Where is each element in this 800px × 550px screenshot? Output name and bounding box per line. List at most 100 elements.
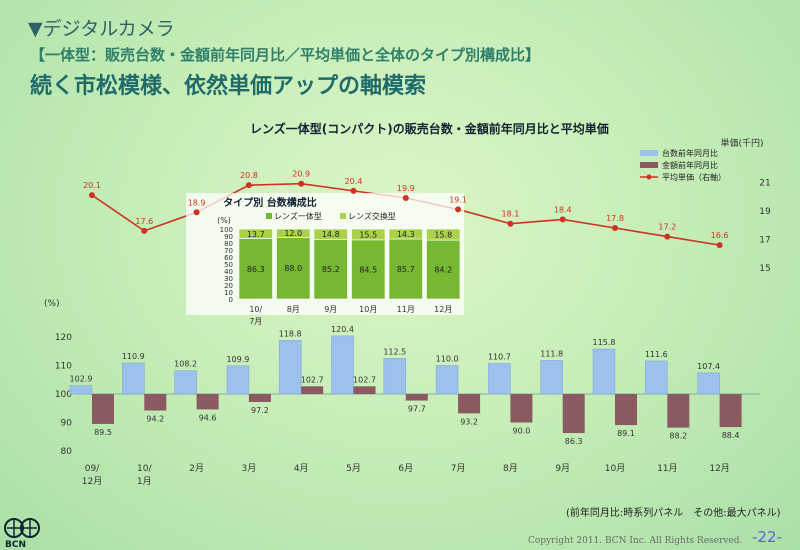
value-yoy-label: 102.7: [353, 375, 376, 384]
units-yoy-label: 107.4: [697, 362, 720, 371]
price-marker: [664, 233, 671, 240]
interchangeable-share-label: 15.8: [434, 231, 452, 240]
value-yoy-label: 94.2: [146, 415, 164, 424]
price-tick-label: 19: [759, 207, 771, 217]
legend-compact-swatch: [266, 213, 272, 219]
headline: 続く市松模様、依然単価アップの軸模索: [30, 74, 427, 99]
composition-x-label: 8月: [287, 305, 300, 314]
x-axis-label: 12月: [709, 463, 729, 474]
x-axis-label: 5月: [346, 463, 361, 474]
price-label: 17.2: [658, 223, 676, 232]
interchangeable-share-label: 13.7: [247, 230, 265, 239]
x-axis-label: 12月: [82, 476, 102, 487]
composition-y-tick: 20: [224, 282, 233, 290]
value-yoy-label: 89.1: [617, 429, 635, 438]
units-yoy-bar: [488, 363, 511, 395]
value-yoy-label: 89.5: [94, 428, 112, 437]
logo-text: BCN: [5, 540, 26, 550]
interchangeable-share-bar: [426, 228, 461, 241]
units-yoy-label: 118.8: [279, 329, 302, 338]
value-yoy-label: 94.6: [199, 413, 217, 422]
value-yoy-bar: [458, 394, 481, 414]
composition-y-tick: 50: [224, 261, 233, 269]
value-yoy-bar: [562, 394, 585, 434]
value-yoy-bar: [510, 394, 533, 423]
composition-y-tick: 60: [224, 254, 233, 262]
composition-x-label: 11月: [397, 305, 415, 314]
x-axis-label: 4月: [294, 463, 309, 474]
interchangeable-share-label: 14.3: [397, 230, 415, 239]
units-yoy-label: 108.2: [174, 360, 197, 369]
units-yoy-bar: [540, 360, 563, 395]
main-y-tick-label: 90: [61, 419, 73, 429]
legend-price-marker: [646, 174, 652, 180]
price-label: 19.9: [397, 184, 415, 193]
interchangeable-share-bar: [276, 228, 311, 238]
legend-price-label: 平均単価（右軸）: [662, 172, 726, 182]
value-yoy-label: 97.2: [251, 406, 269, 415]
price-label: 20.1: [83, 181, 101, 190]
main-y-tick-label: 110: [55, 362, 72, 372]
value-yoy-bar: [92, 394, 114, 424]
price-tick-label: 15: [759, 264, 770, 274]
value-yoy-bar: [615, 394, 637, 426]
legend-value-swatch: [640, 162, 658, 168]
legend-interchangeable-swatch: [340, 213, 346, 219]
price-label: 20.4: [345, 177, 363, 186]
units-yoy-label: 111.6: [645, 350, 668, 359]
section-title: ▼デジタルカメラ: [28, 18, 175, 40]
main-y-axis-label: (%): [44, 299, 60, 309]
interchangeable-share-bar: [351, 228, 386, 241]
composition-y-tick: 80: [224, 240, 233, 248]
composition-title: タイプ別 台数構成比: [223, 196, 316, 209]
legend-units-label: 台数前年同月比: [662, 148, 718, 158]
value-yoy-label: 93.2: [460, 417, 478, 426]
price-label: 17.6: [135, 217, 153, 226]
chart-title: レンズ一体型(コンパクト)の販売台数・金額前年同月比と平均単価: [250, 122, 609, 136]
value-yoy-label: 86.3: [565, 437, 583, 446]
price-marker: [455, 206, 462, 213]
value-yoy-bar: [719, 394, 742, 428]
value-yoy-bar: [196, 394, 219, 410]
units-yoy-bar: [69, 385, 93, 395]
price-marker: [716, 242, 723, 249]
value-yoy-bar: [144, 394, 167, 411]
price-tick-label: 21: [759, 178, 770, 188]
value-yoy-label: 90.0: [512, 427, 530, 436]
price-label: 17.8: [606, 214, 624, 223]
value-yoy-bar: [667, 394, 690, 428]
price-marker: [298, 180, 305, 187]
units-yoy-label: 120.4: [331, 325, 354, 334]
footnote: (前年同月比:時系列パネル その他:最大パネル): [566, 508, 781, 519]
price-marker: [245, 182, 252, 189]
units-yoy-label: 110.7: [488, 353, 511, 362]
value-yoy-bar: [301, 386, 324, 394]
interchangeable-share-bar: [313, 228, 348, 240]
units-yoy-label: 112.5: [383, 347, 406, 356]
compact-share-label: 86.3: [247, 265, 265, 274]
x-axis-label: 2月: [189, 463, 204, 474]
x-axis-label: 8月: [503, 463, 518, 474]
bcn-logo-icon: [4, 518, 40, 538]
units-yoy-bar: [331, 335, 354, 395]
composition-x-label: 12月: [434, 305, 452, 314]
value-yoy-label: 88.4: [722, 431, 740, 440]
interchangeable-share-bar: [388, 228, 423, 240]
price-marker: [193, 209, 200, 216]
composition-y-tick: 40: [224, 268, 233, 276]
composition-y-tick: 30: [224, 275, 233, 283]
composition-x-label: 10/: [249, 305, 262, 314]
price-marker: [402, 195, 409, 201]
x-axis-label: 09/: [85, 464, 100, 474]
value-yoy-bar: [248, 394, 271, 402]
units-yoy-label: 102.9: [70, 375, 93, 384]
units-yoy-bar: [645, 360, 668, 395]
price-marker: [559, 216, 566, 223]
units-yoy-label: 111.8: [540, 349, 563, 358]
interchangeable-share-label: 15.5: [359, 230, 377, 239]
price-label: 16.6: [711, 231, 729, 240]
value-yoy-bar: [353, 386, 376, 394]
compact-share-bar: [313, 239, 348, 300]
main-y-tick-label: 100: [55, 390, 72, 400]
price-axis-label: 単価(千円): [720, 137, 763, 149]
